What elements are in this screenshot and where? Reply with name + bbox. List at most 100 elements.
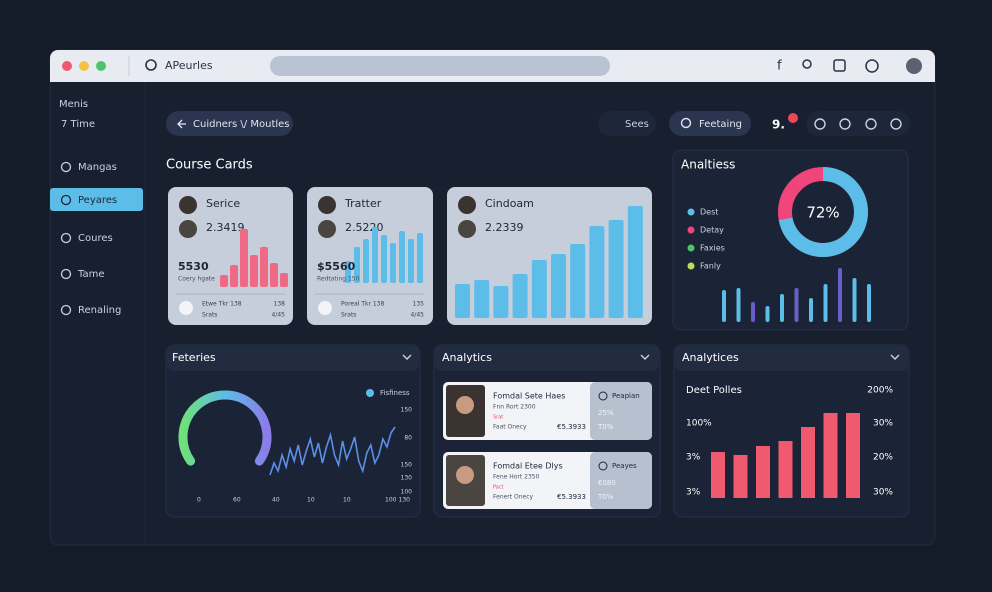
- legend-dot: [687, 226, 695, 234]
- chevrons[interactable]: [402, 354, 900, 360]
- avatar: [458, 196, 476, 214]
- icon-group[interactable]: [806, 111, 910, 136]
- button[interactable]: [598, 111, 656, 136]
- bar: [354, 247, 360, 283]
- card-value: 2.3419: [206, 221, 245, 234]
- card-stat: 5530: [178, 260, 209, 273]
- sidebar-item[interactable]: Mangas: [78, 162, 117, 173]
- icon[interactable]: [833, 59, 846, 72]
- card-meta: 138: [274, 301, 286, 308]
- bar: [765, 306, 770, 322]
- window-dot: [96, 61, 106, 71]
- sidebar-icon: [60, 161, 72, 173]
- donut-label: 72%: [806, 204, 839, 222]
- icon[interactable]: [865, 59, 879, 73]
- course-card[interactable]: [168, 187, 293, 325]
- check: [179, 301, 193, 315]
- badge: [788, 113, 798, 123]
- line: [269, 426, 396, 476]
- item-tag: Srat: [493, 415, 503, 421]
- x-label: 10: [343, 497, 351, 504]
- button[interactable]: [669, 111, 751, 136]
- bar: [220, 275, 228, 287]
- avatar: [179, 196, 197, 214]
- card-name: Tratter: [344, 197, 382, 210]
- item-stat: T0%: [597, 423, 614, 431]
- x-label: 130: [399, 497, 411, 504]
- icon[interactable]: [802, 59, 812, 69]
- sidebar-item[interactable]: Tame: [77, 269, 104, 280]
- card-caption: Coery hgate: [178, 276, 215, 283]
- sidebar-heading: 7 Time: [61, 119, 95, 130]
- sidebar-item[interactable]: Coures: [78, 233, 113, 244]
- bar: [390, 243, 396, 283]
- card-footer: Srats: [341, 312, 356, 319]
- sidebar-active[interactable]: [50, 188, 143, 211]
- avatar: [458, 220, 476, 238]
- section-title: Course Cards: [166, 158, 253, 173]
- avatar: [318, 196, 336, 214]
- legend-dot: [687, 208, 695, 216]
- y-label: 150: [401, 407, 413, 414]
- legend-label: Fanly: [700, 262, 721, 271]
- bar: [240, 229, 248, 287]
- gauge: [178, 390, 272, 466]
- bar: [778, 441, 793, 498]
- card-name: Cindoam: [485, 197, 534, 210]
- sidebar-icon: [60, 232, 72, 244]
- bar: [417, 233, 423, 283]
- panel-title: Analytics: [442, 351, 492, 364]
- button-label[interactable]: Feetaing: [699, 119, 742, 130]
- sidebar-item[interactable]: Peyares: [78, 195, 117, 206]
- bar: [823, 284, 828, 322]
- bar: [270, 263, 278, 287]
- y-label: 3%: [686, 488, 701, 498]
- search-icon[interactable]: [145, 59, 157, 71]
- avatar[interactable]: [906, 58, 922, 74]
- sidebar-icon: [60, 304, 72, 316]
- badge-icon: [598, 461, 608, 471]
- item-badge: Peapian: [612, 392, 640, 400]
- y-label: 30%: [873, 488, 893, 498]
- card-value: 2.2339: [485, 221, 524, 234]
- thumbnail-face: [456, 466, 474, 484]
- search-icon: [680, 117, 692, 129]
- window-dot: [79, 61, 89, 71]
- bar: [751, 302, 755, 322]
- bar: [801, 427, 815, 498]
- legend-dot: [366, 389, 374, 397]
- back-button[interactable]: [166, 111, 293, 136]
- bar: [250, 255, 258, 287]
- list-item-side: [590, 452, 652, 509]
- icons: [814, 118, 902, 130]
- donut-segment: [778, 167, 868, 257]
- item-title: Fomdal Sete Haes: [493, 392, 565, 401]
- sidebar-heading: Menis: [59, 99, 88, 110]
- list-item-side: [590, 382, 652, 440]
- panel: [165, 344, 421, 518]
- sidebar-item[interactable]: Renaling: [78, 305, 121, 316]
- bar: [363, 239, 369, 283]
- item-title: Fomdal Etee Dlys: [493, 462, 563, 471]
- card-meta: 4/45: [411, 312, 425, 319]
- x-label: 100: [385, 497, 397, 504]
- legend-label: Detay: [700, 226, 724, 235]
- bar: [867, 284, 871, 322]
- icon[interactable]: f: [777, 59, 782, 74]
- counter: 9.: [772, 118, 785, 132]
- sidebar-icon: [60, 194, 72, 206]
- bar: [711, 452, 725, 498]
- button-label[interactable]: Sees: [625, 119, 649, 130]
- course-card[interactable]: [307, 187, 433, 325]
- panel-subtitle: Deet Polles: [686, 385, 742, 396]
- item-sub: Fene Hort 2350: [493, 474, 540, 481]
- back-arrow: [177, 119, 186, 129]
- address-bar[interactable]: [270, 56, 610, 76]
- back-label[interactable]: Cuidners \/ Moutles: [193, 119, 290, 130]
- card-stat: $5560: [317, 260, 356, 273]
- item-stat: T0%: [597, 493, 614, 501]
- avatar: [179, 220, 197, 238]
- legend-dot: [687, 262, 695, 270]
- bar: [780, 294, 784, 322]
